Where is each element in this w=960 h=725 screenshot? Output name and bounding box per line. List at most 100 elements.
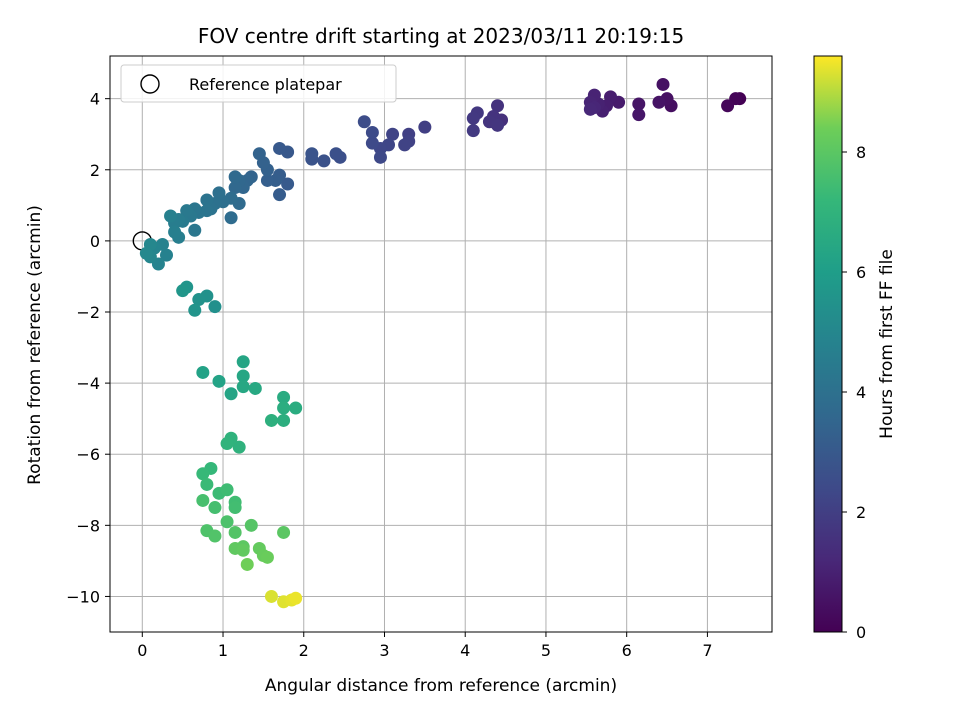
data-point [220, 515, 234, 529]
x-tick-label: 5 [541, 641, 551, 660]
data-point [277, 525, 291, 539]
data-point [329, 147, 343, 161]
y-tick-label: −6 [76, 445, 100, 464]
data-point [264, 413, 278, 427]
data-point [196, 467, 210, 481]
data-point [176, 284, 190, 298]
y-tick-label: −8 [76, 516, 100, 535]
data-point [491, 118, 505, 132]
x-axis-label: Angular distance from reference (arcmin) [265, 676, 617, 696]
axes-layer [109, 55, 773, 633]
data-point [220, 437, 234, 451]
data-point [632, 97, 646, 111]
data-point [277, 401, 291, 415]
legend-marker-reference [140, 74, 160, 94]
points-layer [139, 77, 747, 609]
x-tick-label: 7 [702, 641, 712, 660]
data-point [277, 413, 291, 427]
data-point [236, 380, 250, 394]
data-point [200, 477, 214, 491]
legend-box [120, 64, 397, 103]
legend-label-reference: Reference platepar [189, 75, 342, 94]
data-point [260, 173, 274, 187]
data-point [220, 483, 234, 497]
data-point [281, 177, 295, 191]
y-tick-label: −4 [76, 374, 100, 393]
x-tick-label: 3 [379, 641, 389, 660]
data-point [200, 193, 214, 207]
y-tick-label: 0 [90, 232, 100, 251]
data-point [632, 108, 646, 122]
data-point [386, 127, 400, 141]
grid-layer [110, 56, 772, 632]
colorbar-tick-label: 2 [856, 503, 866, 522]
colorbar: 0 2 4 6 8 Hours from first FF file [813, 55, 897, 642]
x-tick-label: 1 [218, 641, 228, 660]
data-point [398, 138, 412, 152]
data-point [277, 390, 291, 404]
data-point [357, 115, 371, 129]
data-point [164, 209, 178, 223]
data-point [208, 300, 222, 314]
colorbar-tick-label: 8 [856, 143, 866, 162]
x-tick-label: 4 [460, 641, 470, 660]
data-point [212, 186, 226, 200]
data-point [583, 102, 597, 116]
data-point [224, 387, 238, 401]
data-point [240, 557, 254, 571]
data-point [168, 225, 182, 239]
y-tick-label: −2 [76, 303, 100, 322]
data-point [228, 501, 242, 515]
data-point [180, 204, 194, 218]
data-point [373, 150, 387, 164]
data-point [188, 223, 202, 237]
data-point [228, 170, 242, 184]
data-point [289, 591, 303, 605]
data-point [228, 525, 242, 539]
data-point [317, 154, 331, 168]
y-tick-label: 2 [90, 161, 100, 180]
data-point [289, 401, 303, 415]
x-tick-label: 6 [622, 641, 632, 660]
data-point [232, 440, 246, 454]
data-point [491, 99, 505, 113]
data-point [236, 543, 250, 557]
colorbar-label: Hours from first FF file [877, 249, 897, 439]
data-point [721, 99, 735, 113]
data-point [260, 550, 274, 564]
data-point [196, 493, 210, 507]
data-point [365, 136, 379, 150]
data-point [466, 111, 480, 125]
data-point [139, 246, 153, 260]
data-point [252, 147, 266, 161]
data-point [466, 124, 480, 138]
colorbar-gradient [813, 55, 843, 633]
data-point [656, 77, 670, 91]
ticks-layer: 0 1 2 3 4 5 6 7 −10 −8 −6 −4 −2 0 2 4 [66, 90, 712, 660]
data-point [188, 303, 202, 317]
data-point [305, 147, 319, 161]
data-point [418, 120, 432, 134]
data-point [244, 518, 258, 532]
data-point [160, 248, 174, 262]
data-point [228, 181, 242, 195]
y-axis-label: Rotation from reference (arcmin) [25, 205, 45, 485]
data-point [208, 501, 222, 515]
data-point [236, 369, 250, 383]
plot-frame [109, 55, 773, 633]
x-tick-label: 0 [137, 641, 147, 660]
data-point [208, 529, 222, 543]
colorbar-tick-label: 6 [856, 263, 866, 282]
x-tick-label: 2 [299, 641, 309, 660]
legend: Reference platepar [120, 64, 397, 103]
y-tick-label: 4 [90, 90, 100, 109]
colorbar-ticks: 0 2 4 6 8 [842, 143, 866, 642]
data-point [365, 125, 379, 139]
data-point [273, 188, 287, 202]
data-point [196, 365, 210, 379]
data-point [224, 211, 238, 225]
data-point [212, 374, 226, 388]
data-point [248, 381, 262, 395]
